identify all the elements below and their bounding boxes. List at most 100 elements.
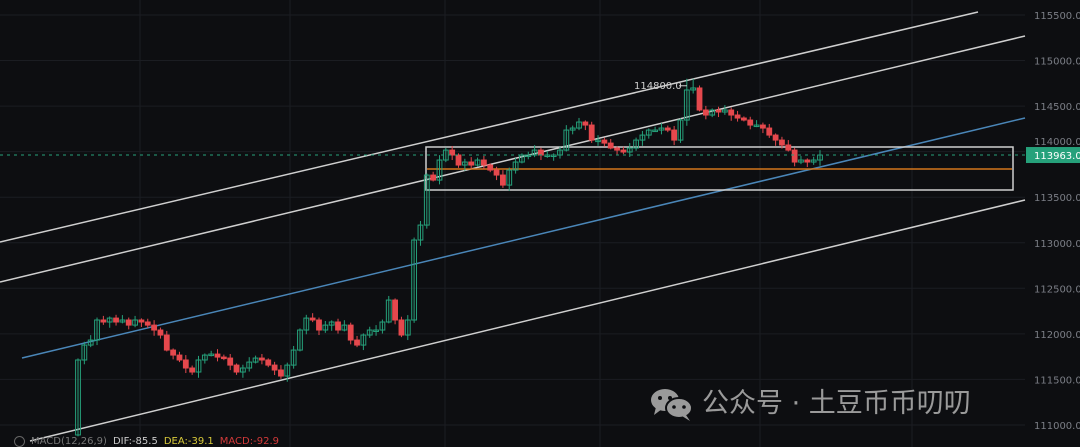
candle-body	[195, 359, 202, 373]
candle	[354, 335, 360, 348]
candle-body	[772, 134, 779, 141]
candle-body	[252, 357, 259, 363]
y-tick-label: 112500.0	[1034, 284, 1080, 295]
candle-body	[702, 109, 709, 116]
candle	[328, 320, 335, 331]
candle-body	[557, 149, 563, 156]
candle	[278, 365, 284, 379]
candle	[798, 155, 804, 165]
candle	[715, 106, 722, 118]
candle	[588, 121, 595, 143]
candle-body	[804, 159, 811, 163]
eye-icon[interactable]	[14, 436, 25, 447]
candle	[487, 163, 494, 173]
y-tick-label: 115500.0	[1034, 11, 1080, 22]
candle	[81, 341, 88, 365]
candle	[132, 315, 138, 328]
candle-body	[119, 319, 126, 323]
candle	[138, 318, 145, 328]
candle	[385, 295, 392, 324]
candle-body	[747, 119, 754, 126]
candle-body	[633, 139, 639, 149]
candle-body	[170, 349, 177, 356]
candle-body	[201, 354, 208, 361]
candle-body	[620, 149, 627, 153]
y-axis[interactable]: 115500.0 115000.0 114500.0 114000.0 113500.0…	[1034, 11, 1080, 432]
channel-second-line[interactable]	[0, 35, 1026, 283]
candle-body	[779, 139, 785, 146]
candle	[195, 355, 202, 378]
candle	[645, 128, 652, 139]
watermark-text: 公众号 · 土豆币币叨叨	[702, 388, 971, 419]
candle	[404, 315, 411, 341]
candle	[182, 355, 189, 374]
channel-mid-line[interactable]	[21, 117, 1026, 359]
candle	[576, 117, 582, 131]
candle-body	[683, 89, 690, 121]
candle	[817, 150, 823, 166]
candle	[360, 333, 367, 351]
candle-body	[791, 149, 798, 163]
candle	[347, 322, 354, 345]
candle	[252, 355, 259, 364]
candle-body	[94, 319, 100, 341]
candle-body	[182, 359, 189, 369]
candle	[633, 137, 639, 151]
candle-body	[360, 334, 367, 346]
candle	[163, 330, 170, 352]
drawings[interactable]	[0, 11, 1026, 442]
candle	[297, 328, 303, 352]
candle-body	[753, 124, 760, 128]
candle-body	[538, 149, 544, 156]
candle-body	[664, 127, 671, 131]
candle	[436, 155, 443, 185]
candle	[449, 146, 456, 161]
macd-name[interactable]: MACD(12,26,9)	[31, 436, 107, 447]
candle	[411, 237, 418, 323]
candle-body	[354, 339, 360, 346]
candle	[702, 105, 709, 120]
candle	[322, 321, 329, 333]
candle-body	[163, 334, 170, 351]
candle-body	[785, 144, 792, 151]
channel-lower-line[interactable]	[29, 199, 1026, 442]
candle	[728, 107, 735, 121]
candle	[557, 146, 563, 159]
candle-body	[81, 344, 88, 361]
candle-body	[100, 319, 107, 323]
candle	[398, 316, 405, 338]
candle-body	[328, 321, 335, 326]
candle	[740, 116, 747, 122]
candle-body	[379, 321, 386, 331]
candle-body	[316, 319, 322, 331]
candle-body	[487, 164, 494, 171]
range-box[interactable]	[425, 146, 1014, 191]
candle	[569, 125, 576, 135]
candle	[785, 140, 792, 152]
candle-body	[563, 129, 570, 151]
candle	[614, 146, 620, 155]
candle-body	[734, 114, 741, 119]
macd-dea: DEA:-39.1	[163, 436, 214, 447]
candle	[373, 325, 379, 336]
y-tick-label: 111000.0	[1034, 421, 1080, 432]
candle	[582, 120, 589, 131]
high-label: 114800.0	[634, 81, 682, 92]
candle-body	[227, 357, 234, 366]
channel-upper-line[interactable]	[0, 11, 979, 243]
candle	[157, 327, 164, 339]
high-annotation: 114800.0	[634, 81, 687, 92]
candle-body	[614, 147, 620, 151]
candle-body	[151, 324, 158, 331]
candle-body	[500, 174, 506, 186]
candle	[189, 365, 196, 375]
candle	[753, 120, 760, 128]
candle	[423, 173, 430, 229]
candle	[100, 315, 107, 325]
candle	[309, 313, 316, 323]
y-tick-label: 114500.0	[1034, 102, 1080, 113]
candle-body	[106, 317, 113, 323]
candle-body	[373, 329, 379, 333]
